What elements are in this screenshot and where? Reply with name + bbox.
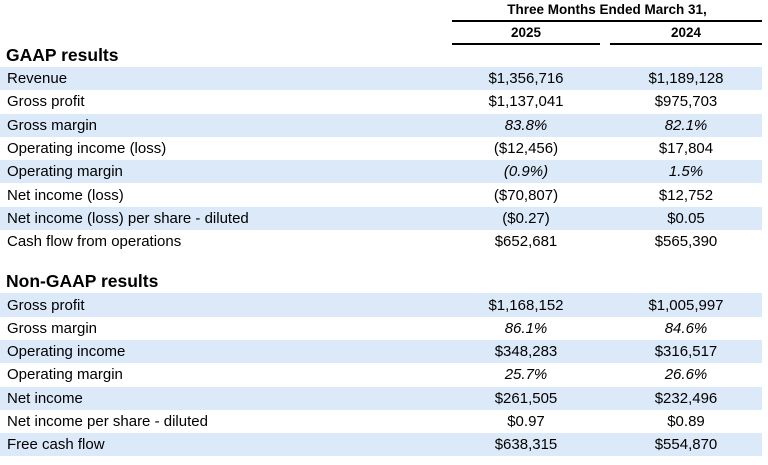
table-row: Cash flow from operations $652,681 $565,39… — [0, 230, 762, 253]
value-2025: ($70,807) — [493, 186, 559, 204]
results-section: Non-GAAP results Gross profit $1,168,152 $1… — [0, 271, 768, 457]
value-2024: $975,703 — [654, 93, 718, 111]
row-label: Gross profit — [7, 296, 85, 314]
value-2025: 25.7% — [504, 366, 548, 384]
value-2025: $1,356,716 — [488, 70, 564, 88]
table-row: Gross margin 86.1% 84.6% — [0, 317, 762, 340]
value-2025: 86.1% — [504, 319, 548, 337]
column-header-2025: 2025 — [452, 23, 600, 45]
value-2025: $0.97 — [507, 413, 545, 430]
value-2025: $638,315 — [494, 436, 558, 454]
value-2025: $1,137,041 — [488, 93, 564, 111]
column-headers: 2025 2024 — [452, 23, 762, 45]
table-row: Operating margin (0.9%) 1.5% — [0, 160, 762, 184]
value-2024: 26.6% — [664, 366, 708, 384]
table-row: Net income $261,505 $232,496 — [0, 386, 762, 410]
value-2025: (0.9%) — [503, 163, 549, 181]
row-label: Net income per share - diluted — [7, 413, 208, 430]
row-label: Cash flow from operations — [7, 233, 182, 251]
period-header: Three Months Ended March 31, — [452, 2, 762, 22]
value-2024: $0.05 — [667, 209, 705, 227]
value-2024: $1,189,128 — [648, 70, 724, 88]
row-label: Gross margin — [7, 116, 98, 134]
value-2024: 82.1% — [664, 116, 708, 134]
table-row: Gross profit $1,168,152 $1,005,997 — [0, 293, 762, 317]
value-2024: $0.89 — [667, 413, 705, 430]
value-2024: $232,496 — [654, 389, 718, 407]
row-label: Net income (loss) per share - diluted — [7, 209, 249, 227]
value-2025: $261,505 — [494, 389, 558, 407]
row-label: Net income — [7, 389, 83, 407]
value-2024: $316,517 — [654, 343, 718, 361]
value-2025: ($0.27) — [502, 209, 550, 227]
table-row: Free cash flow $638,315 $554,870 — [0, 433, 762, 457]
table-row: Gross profit $1,137,041 $975,703 — [0, 90, 762, 113]
value-2025: $652,681 — [494, 233, 558, 251]
value-2025: $1,168,152 — [488, 296, 564, 314]
value-2024: 1.5% — [668, 163, 704, 181]
value-2025: ($12,456) — [493, 140, 559, 158]
column-gap — [600, 23, 610, 45]
row-label: Operating income (loss) — [7, 140, 167, 158]
section-heading: Non-GAAP results — [6, 271, 159, 292]
table-row: Gross margin 83.8% 82.1% — [0, 113, 762, 137]
column-header-2024: 2024 — [610, 23, 762, 45]
table-header: Three Months Ended March 31, 2025 2024 — [0, 0, 768, 45]
row-label: Free cash flow — [7, 436, 105, 454]
table-row: Operating income $348,283 $316,517 — [0, 339, 762, 364]
row-label: Revenue — [7, 70, 68, 88]
row-label: Operating margin — [7, 366, 123, 384]
row-label: Operating margin — [7, 163, 123, 181]
table-row: Net income (loss) ($70,807) $12,752 — [0, 183, 762, 206]
value-2024: $17,804 — [658, 140, 714, 158]
value-2024: $12,752 — [658, 186, 714, 204]
value-2025: 83.8% — [504, 116, 548, 134]
table-row: Net income (loss) per share - diluted ($0… — [0, 206, 762, 231]
table-row: Revenue $1,356,716 $1,189,128 — [0, 67, 762, 91]
value-2025: $348,283 — [494, 343, 558, 361]
value-2024: $1,005,997 — [648, 296, 724, 314]
section-heading: GAAP results — [6, 45, 119, 65]
row-label: Gross profit — [7, 93, 85, 111]
value-2024: $554,870 — [654, 436, 718, 454]
table-body: GAAP results Revenue $1,356,716 $1,189,128 G… — [0, 45, 768, 457]
value-2024: $565,390 — [654, 233, 718, 251]
row-label: Gross margin — [7, 319, 98, 337]
row-label: Operating income — [7, 343, 126, 361]
table-row: Operating margin 25.7% 26.6% — [0, 363, 762, 386]
table-row: Operating income (loss) ($12,456) $17,804 — [0, 137, 762, 160]
row-label: Net income (loss) — [7, 186, 124, 204]
results-section: GAAP results Revenue $1,356,716 $1,189,128 G… — [0, 45, 768, 253]
table-row: Net income per share - diluted $0.97 $0.89 — [0, 410, 762, 433]
value-2024: 84.6% — [664, 319, 708, 337]
